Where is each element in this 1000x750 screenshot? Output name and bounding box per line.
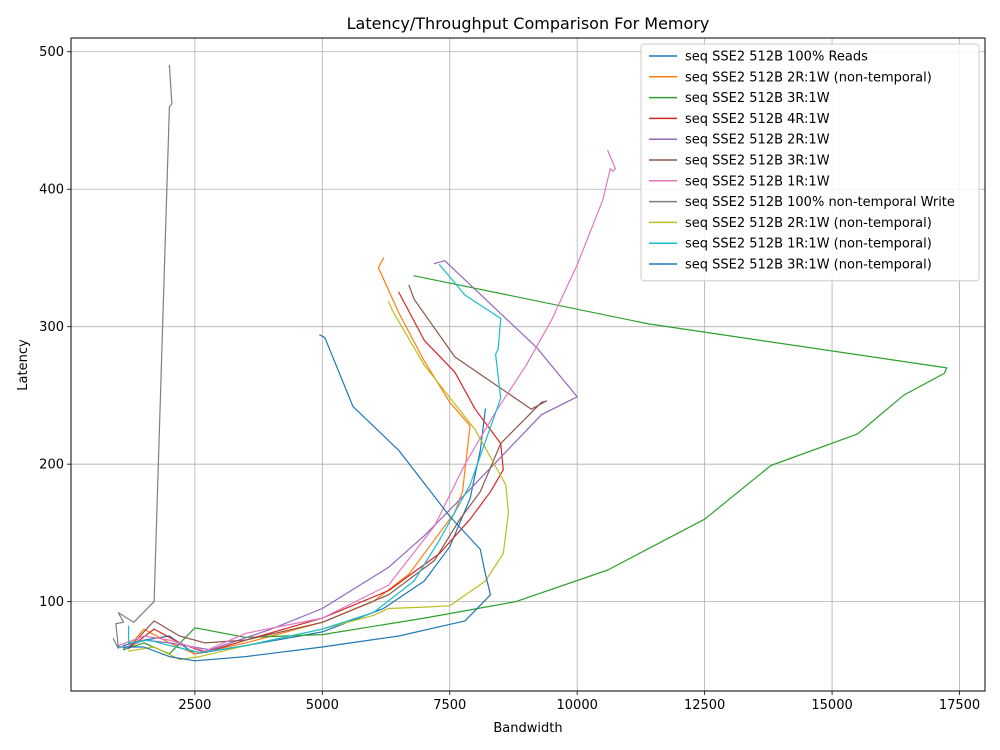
y-axis-label: Latency [16, 339, 31, 391]
series-line-10 [128, 263, 502, 654]
plot-frame [70, 37, 986, 692]
legend-label-7: seq SSE2 512B 1R:1W [685, 174, 830, 189]
series-line-11 [117, 334, 492, 662]
legend: seq SSE2 512B 100% Reads seq SSE2 512B 2R… [640, 43, 980, 282]
series-line-5 [122, 260, 578, 651]
legend-label-5: seq SSE2 512B 2R:1W [685, 133, 830, 148]
series-line-8 [112, 64, 173, 650]
legend-label-1: seq SSE2 512B 100% Reads [685, 50, 868, 65]
series-line-6 [127, 284, 548, 650]
y-tick-label: 200 [39, 458, 64, 473]
x-tick-label: 12500 [684, 698, 725, 713]
legend-label-2: seq SSE2 512B 2R:1W (non-temporal) [685, 70, 932, 85]
series-line-9 [127, 301, 509, 661]
y-tick-label: 500 [39, 45, 64, 60]
x-axis-label: Bandwidth [493, 721, 562, 736]
y-tick-label: 100 [39, 595, 64, 610]
series-layer [112, 64, 948, 662]
ticks: 2500 5000 7500 10000 12500 15000 17500 100 200 30… [39, 45, 980, 713]
legend-label-11: seq SSE2 512B 3R:1W (non-temporal) [685, 258, 932, 273]
legend-label-10: seq SSE2 512B 1R:1W (non-temporal) [685, 237, 932, 252]
x-tick-label: 17500 [939, 698, 980, 713]
x-tick-label: 15000 [811, 698, 852, 713]
legend-label-8: seq SSE2 512B 100% non-temporal Write [685, 195, 955, 210]
x-tick-label: 10000 [557, 698, 598, 713]
series-line-3 [122, 275, 948, 655]
legend-label-4: seq SSE2 512B 4R:1W [685, 112, 830, 127]
x-tick-label: 7500 [433, 698, 466, 713]
x-tick-label: 2500 [178, 698, 211, 713]
legend-label-3: seq SSE2 512B 3R:1W [685, 91, 830, 106]
y-tick-label: 300 [39, 320, 64, 335]
legend-label-6: seq SSE2 512B 3R:1W [685, 154, 830, 169]
series-line-1 [122, 408, 487, 655]
legend-box [640, 43, 980, 282]
y-tick-label: 400 [39, 183, 64, 198]
x-tick-label: 5000 [306, 698, 339, 713]
series-line-2 [127, 257, 471, 655]
chart-title: Latency/Throughput Comparison For Memory [347, 14, 710, 33]
legend-label-9: seq SSE2 512B 2R:1W (non-temporal) [685, 216, 932, 231]
